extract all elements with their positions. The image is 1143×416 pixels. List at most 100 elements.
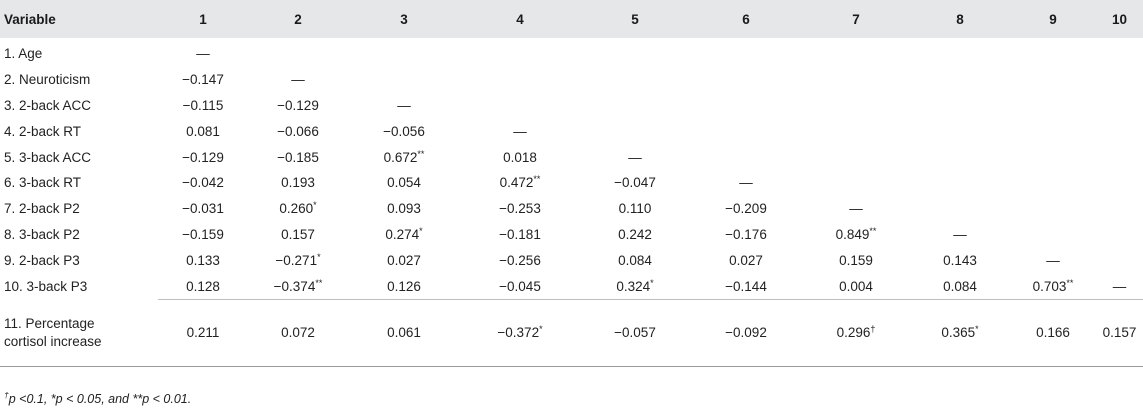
cell-value: −0.209: [725, 201, 767, 217]
table-cell: [802, 67, 910, 93]
cell-value: 0.018: [503, 149, 537, 165]
significance-marker: *: [419, 225, 423, 236]
table-cell: 0.128: [158, 273, 248, 299]
significance-marker: *: [539, 323, 543, 334]
table-cell: [1096, 144, 1143, 170]
row-label: 8. 3-back P2: [4, 226, 80, 242]
table-row: 4. 2-back RT 0.081 −0.066 −0.056 —: [0, 118, 1143, 144]
row-label: 9. 2-back P3: [4, 252, 80, 268]
significance-marker: *: [317, 251, 321, 262]
cell-value: 0.324: [616, 278, 651, 294]
footnote-star-1: *: [50, 392, 56, 406]
cell-value: −0.042: [182, 175, 224, 191]
cell-value: 0.072: [281, 324, 315, 340]
footnote-star-2: **: [132, 392, 143, 406]
table-cell: [580, 67, 690, 93]
table-cell: [910, 93, 1010, 119]
table-cell: [1096, 93, 1143, 119]
table-cell: [690, 118, 802, 144]
cell-value: —: [1046, 252, 1060, 268]
table-cell: —: [158, 38, 248, 67]
table-body: 1. Age —2. Neuroticism −0.147—3. 2-back AC…: [0, 38, 1143, 367]
cell-value: 0.849: [835, 226, 870, 242]
header-col: 10: [1096, 0, 1143, 38]
table-cell: [910, 144, 1010, 170]
table-cell: [690, 144, 802, 170]
table-cell: 0.260*: [248, 196, 348, 222]
cell-value: 0.296: [836, 324, 871, 340]
table-cell: −0.031: [158, 196, 248, 222]
table-cell: 0.157: [1096, 298, 1143, 367]
table-cell: [248, 38, 348, 67]
table-cell: 0.849**: [802, 222, 910, 248]
header-col: 4: [460, 0, 580, 38]
table-cell: −0.185: [248, 144, 348, 170]
header-col: 6: [690, 0, 802, 38]
cell-value: −0.129: [182, 149, 224, 165]
table-cell: [1010, 93, 1096, 119]
cell-value: −0.115: [182, 97, 224, 113]
row-label: 11. Percentage cortisol increase: [0, 299, 158, 367]
table-cell: [580, 38, 690, 67]
cell-value: 0.061: [387, 324, 421, 340]
table-cell: [1010, 144, 1096, 170]
cell-value: −0.372: [497, 324, 540, 340]
cell-value: —: [291, 72, 305, 88]
cell-value: 0.157: [281, 226, 315, 242]
table-cell: [1010, 67, 1096, 93]
table-cell: 0.159: [802, 247, 910, 273]
row-label-line: cortisol increase: [4, 333, 102, 349]
cell-value: —: [849, 201, 863, 217]
table-cell: −0.115: [158, 93, 248, 119]
cell-value: −0.159: [182, 226, 224, 242]
row-label: 5. 3-back ACC: [4, 149, 92, 165]
header-col: 9: [1010, 0, 1096, 38]
table-cell: −0.159: [158, 222, 248, 248]
table-cell: 0.072: [248, 298, 348, 367]
table-cell: −0.129: [158, 144, 248, 170]
significance-marker: **: [533, 174, 541, 185]
table-cell: −0.209: [690, 196, 802, 222]
cell-value: −0.271: [275, 252, 318, 268]
table-cell: [460, 38, 580, 67]
correlation-table: Variable 1 2 3 4 5 6 7 8 9 10 1. Age —2. …: [0, 0, 1143, 367]
table-cell: [1010, 38, 1096, 67]
cell-value: 0.081: [186, 123, 220, 139]
table-cell: 0.365*: [910, 298, 1010, 367]
cell-value: 0.128: [186, 278, 220, 294]
table-cell: −0.372*: [460, 298, 580, 367]
table-cell: −0.256: [460, 247, 580, 273]
table-cell: 0.126: [348, 273, 460, 299]
significance-marker: **: [869, 225, 877, 236]
table-cell: 0.027: [690, 247, 802, 273]
cell-value: −0.057: [614, 324, 656, 340]
table-cell: [1096, 196, 1143, 222]
cell-value: —: [628, 149, 642, 165]
table-cell: [1010, 222, 1096, 248]
footnote-text-2: p < 0.05, and: [55, 392, 133, 406]
header-col: 1: [158, 0, 248, 38]
table-cell: 0.274*: [348, 222, 460, 248]
table-cell: [910, 118, 1010, 144]
table-cell: [690, 93, 802, 119]
cell-value: −0.144: [725, 278, 767, 294]
table-cell: −0.253: [460, 196, 580, 222]
cell-value: −0.045: [499, 278, 541, 294]
table-cell: −0.047: [580, 170, 690, 196]
table-cell: −0.129: [248, 93, 348, 119]
cell-value: −0.047: [614, 175, 656, 191]
table-cell: −0.092: [690, 298, 802, 367]
header-col: 7: [802, 0, 910, 38]
cell-value: —: [196, 46, 210, 62]
table-cell: 0.143: [910, 247, 1010, 273]
cell-value: 0.166: [1036, 324, 1070, 340]
table-cell: 0.027: [348, 247, 460, 273]
table-cell: 0.054: [348, 170, 460, 196]
row-label: 10. 3-back P3: [4, 278, 88, 294]
cell-value: 0.260: [279, 201, 314, 217]
footnote: †p <0.1, *p < 0.05, and **p < 0.01.: [4, 391, 191, 406]
cell-value: 0.472: [499, 175, 534, 191]
row-label: 7. 2-back P2: [4, 201, 80, 217]
cell-value: 0.027: [387, 252, 421, 268]
table-row: 6. 3-back RT −0.042 0.193 0.054 0.472** −0.04…: [0, 170, 1143, 196]
